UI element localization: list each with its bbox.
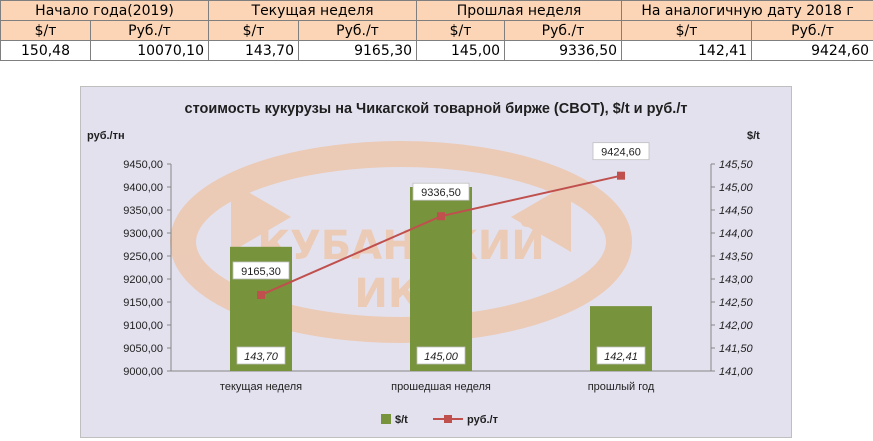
bar-value-label: 145,00 <box>424 351 459 363</box>
value-cell: 9165,30 <box>297 40 418 61</box>
corn-price-chart: КУБАНСКИЙ ИКЦ стоимость кукурузы на Чика… <box>80 86 792 438</box>
left-tick-label: 9100,00 <box>123 320 163 332</box>
unit-header: Руб./т <box>297 20 418 41</box>
watermark-leaf <box>511 182 571 252</box>
right-tick-label: 142,00 <box>719 320 754 332</box>
left-tick-label: 9200,00 <box>123 274 163 286</box>
legend-swatch-marker <box>444 415 452 423</box>
header-same-date-2018: На аналогичную дату 2018 г <box>621 0 873 21</box>
chart-canvas: КУБАНСКИЙ ИКЦ стоимость кукурузы на Чика… <box>87 101 760 426</box>
value-cell: 143,70 <box>208 40 299 61</box>
left-tick-label: 9350,00 <box>123 205 163 217</box>
unit-header: $/т <box>208 20 299 41</box>
value-cell: 10070,10 <box>90 40 209 61</box>
watermark-leaf <box>231 182 291 252</box>
category-labels: текущая неделя прошедшая неделя прошлый го… <box>220 381 655 393</box>
header-start-of-year: Начало года(2019) <box>0 0 209 21</box>
line-value-label: 9336,50 <box>421 187 461 199</box>
legend-swatch-bar <box>381 414 391 424</box>
left-tick-label: 9000,00 <box>123 366 163 378</box>
line-series: 9165,30 9336,50 9424,60 <box>232 142 650 299</box>
legend-label: руб./т <box>467 414 499 426</box>
right-tick-label: 144,50 <box>719 205 754 217</box>
watermark-text-1: КУБАНСКИЙ <box>257 221 544 269</box>
category-label: прошедшая неделя <box>391 381 491 393</box>
header-previous-week: Прошлая неделя <box>416 0 623 21</box>
value-cell: 142,41 <box>621 40 753 61</box>
value-cell: 9336,50 <box>504 40 623 61</box>
right-tick-label: 141,50 <box>719 343 754 355</box>
left-tick-label: 9400,00 <box>123 182 163 194</box>
line-label-box <box>412 182 470 201</box>
left-tick-label: 9050,00 <box>123 343 163 355</box>
chart-title: стоимость кукурузы на Чикагской товарной… <box>185 101 688 117</box>
unit-header: $/т <box>416 20 506 41</box>
left-tick-label: 9450,00 <box>123 159 163 171</box>
left-axis-label: руб./тн <box>87 130 125 142</box>
right-tick-label: 142,50 <box>719 297 754 309</box>
legend: $/t руб./т <box>381 414 499 426</box>
value-cell: 150,48 <box>0 40 91 61</box>
unit-header: Руб./т <box>504 20 623 41</box>
bar-label-box <box>416 346 466 365</box>
watermark-ring <box>170 141 632 343</box>
value-cell: 145,00 <box>416 40 506 61</box>
left-tick-label: 9150,00 <box>123 297 163 309</box>
left-tick-label: 9250,00 <box>123 251 163 263</box>
legend-label: $/t <box>395 414 408 426</box>
bar-label-box <box>236 346 286 365</box>
line-value-label: 9165,30 <box>241 266 281 278</box>
unit-header: Руб./т <box>90 20 209 41</box>
line-point <box>617 171 625 180</box>
right-tick-label: 145,00 <box>719 182 754 194</box>
bar-value-label: 142,41 <box>604 351 638 363</box>
right-tick-label: 145,50 <box>719 159 754 171</box>
line-value-label: 9424,60 <box>601 147 641 159</box>
watermark-logo: КУБАНСКИЙ ИКЦ <box>170 141 632 343</box>
line-label-box <box>592 142 650 161</box>
right-tick-label: 143,00 <box>719 274 754 286</box>
category-label: прошлый год <box>588 381 655 393</box>
line-label-box <box>232 261 290 280</box>
header-current-week: Текущая неделя <box>207 0 418 21</box>
right-tick-label: 144,00 <box>719 228 754 240</box>
bar-value-label: 143,70 <box>244 351 279 363</box>
line-point <box>437 212 445 221</box>
category-label: текущая неделя <box>220 381 302 393</box>
unit-header: $/т <box>0 20 91 41</box>
value-cell: 9424,60 <box>751 40 873 61</box>
left-tick-label: 9300,00 <box>123 228 163 240</box>
right-axis-ticks: 141,00 141,50 142,00 142,50 143,00 143,50 144,… <box>711 159 754 378</box>
bar-label-box <box>596 346 646 365</box>
unit-header: Руб./т <box>751 20 873 41</box>
right-tick-label: 141,00 <box>719 366 754 378</box>
left-axis-ticks: 9000,00 9050,00 9100,00 9150,00 9200,00 9250,… <box>123 159 171 378</box>
unit-header: $/т <box>621 20 753 41</box>
line-point <box>257 290 265 299</box>
right-axis-label: $/t <box>747 130 760 142</box>
right-tick-label: 143,50 <box>719 251 754 263</box>
price-table: Начало года(2019) Текущая неделя Прошлая… <box>0 0 873 61</box>
